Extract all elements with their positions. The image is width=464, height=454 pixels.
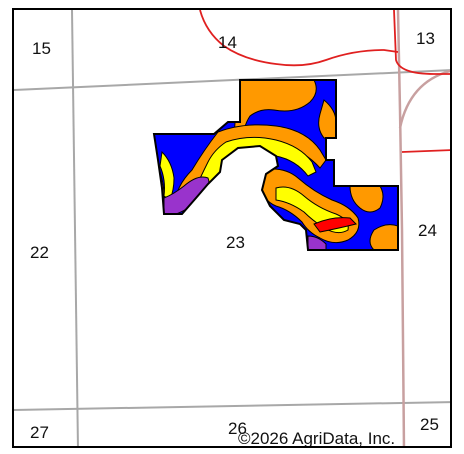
section-label-13: 13 [416,29,435,48]
section-label-26: 26 [228,419,247,438]
section-line-west [71,10,79,446]
section-lines [14,10,450,446]
map-canvas[interactable]: 15 14 13 22 23 24 27 26 25 ©2026 AgriDat… [14,10,452,448]
section-label-22: 22 [30,243,49,262]
section-label-24: 24 [418,221,437,240]
field-boundary[interactable] [152,79,399,251]
zone-orange-southeast [349,185,384,213]
section-label-27: 27 [30,423,49,442]
highway [396,10,450,446]
road-east [401,149,450,153]
section-line-south [14,401,450,411]
copyright-text: ©2026 AgriData, Inc. [238,429,395,448]
section-line-north [14,69,450,91]
roads [199,10,450,153]
map-frame: 15 14 13 22 23 24 27 26 25 ©2026 AgriDat… [12,8,452,448]
highway-curve [398,69,450,129]
road-northwest [199,10,399,67]
road-northeast [393,10,450,75]
section-label-14: 14 [218,33,237,52]
section-labels: 15 14 13 22 23 24 27 26 25 [30,29,439,442]
zone-yellow-west [159,150,175,201]
section-label-25: 25 [420,415,439,434]
highway-line [396,10,406,446]
zone-orange-corner [369,224,398,250]
section-label-15: 15 [32,39,51,58]
zone-red-east [313,217,357,233]
soil-zones[interactable] [144,70,404,260]
section-label-23: 23 [226,233,245,252]
